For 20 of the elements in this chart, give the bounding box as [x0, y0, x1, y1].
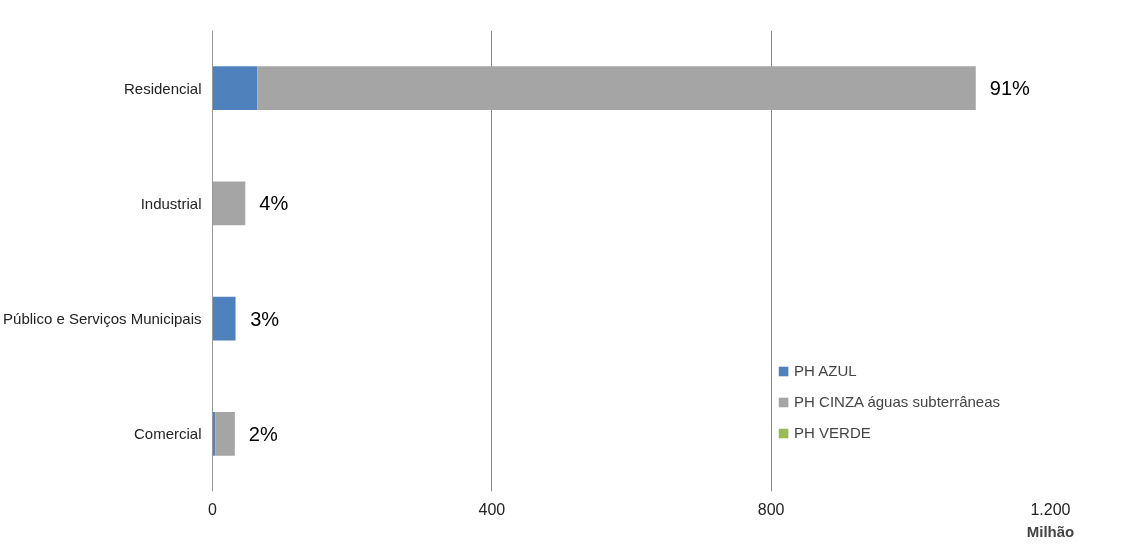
legend-label: PH CINZA águas subterrâneas	[794, 393, 1000, 410]
y-tick-label: Residencial	[123, 79, 202, 97]
y-tick-label: Comercial	[133, 425, 202, 443]
x-tick-label: 1.200	[1030, 500, 1071, 518]
x-tick-label: 400	[478, 500, 506, 518]
x-axis-title: Milhão	[1026, 522, 1075, 540]
bar	[212, 296, 236, 341]
annotation: 2%	[248, 422, 278, 445]
legend-label: PH AZUL	[794, 362, 857, 379]
x-tick-label: 800	[757, 500, 785, 518]
bar	[257, 66, 976, 111]
annotation: 91%	[989, 77, 1031, 100]
bar	[215, 411, 235, 456]
bar	[212, 66, 258, 111]
y-tick-label: Público e Serviços Municipais	[3, 310, 202, 328]
x-tick-label: 0	[208, 500, 218, 518]
annotation: 3%	[250, 307, 280, 330]
y-tick-label: Industrial	[140, 194, 202, 212]
legend-label: PH VERDE	[794, 424, 871, 441]
annotation: 4%	[259, 192, 289, 215]
